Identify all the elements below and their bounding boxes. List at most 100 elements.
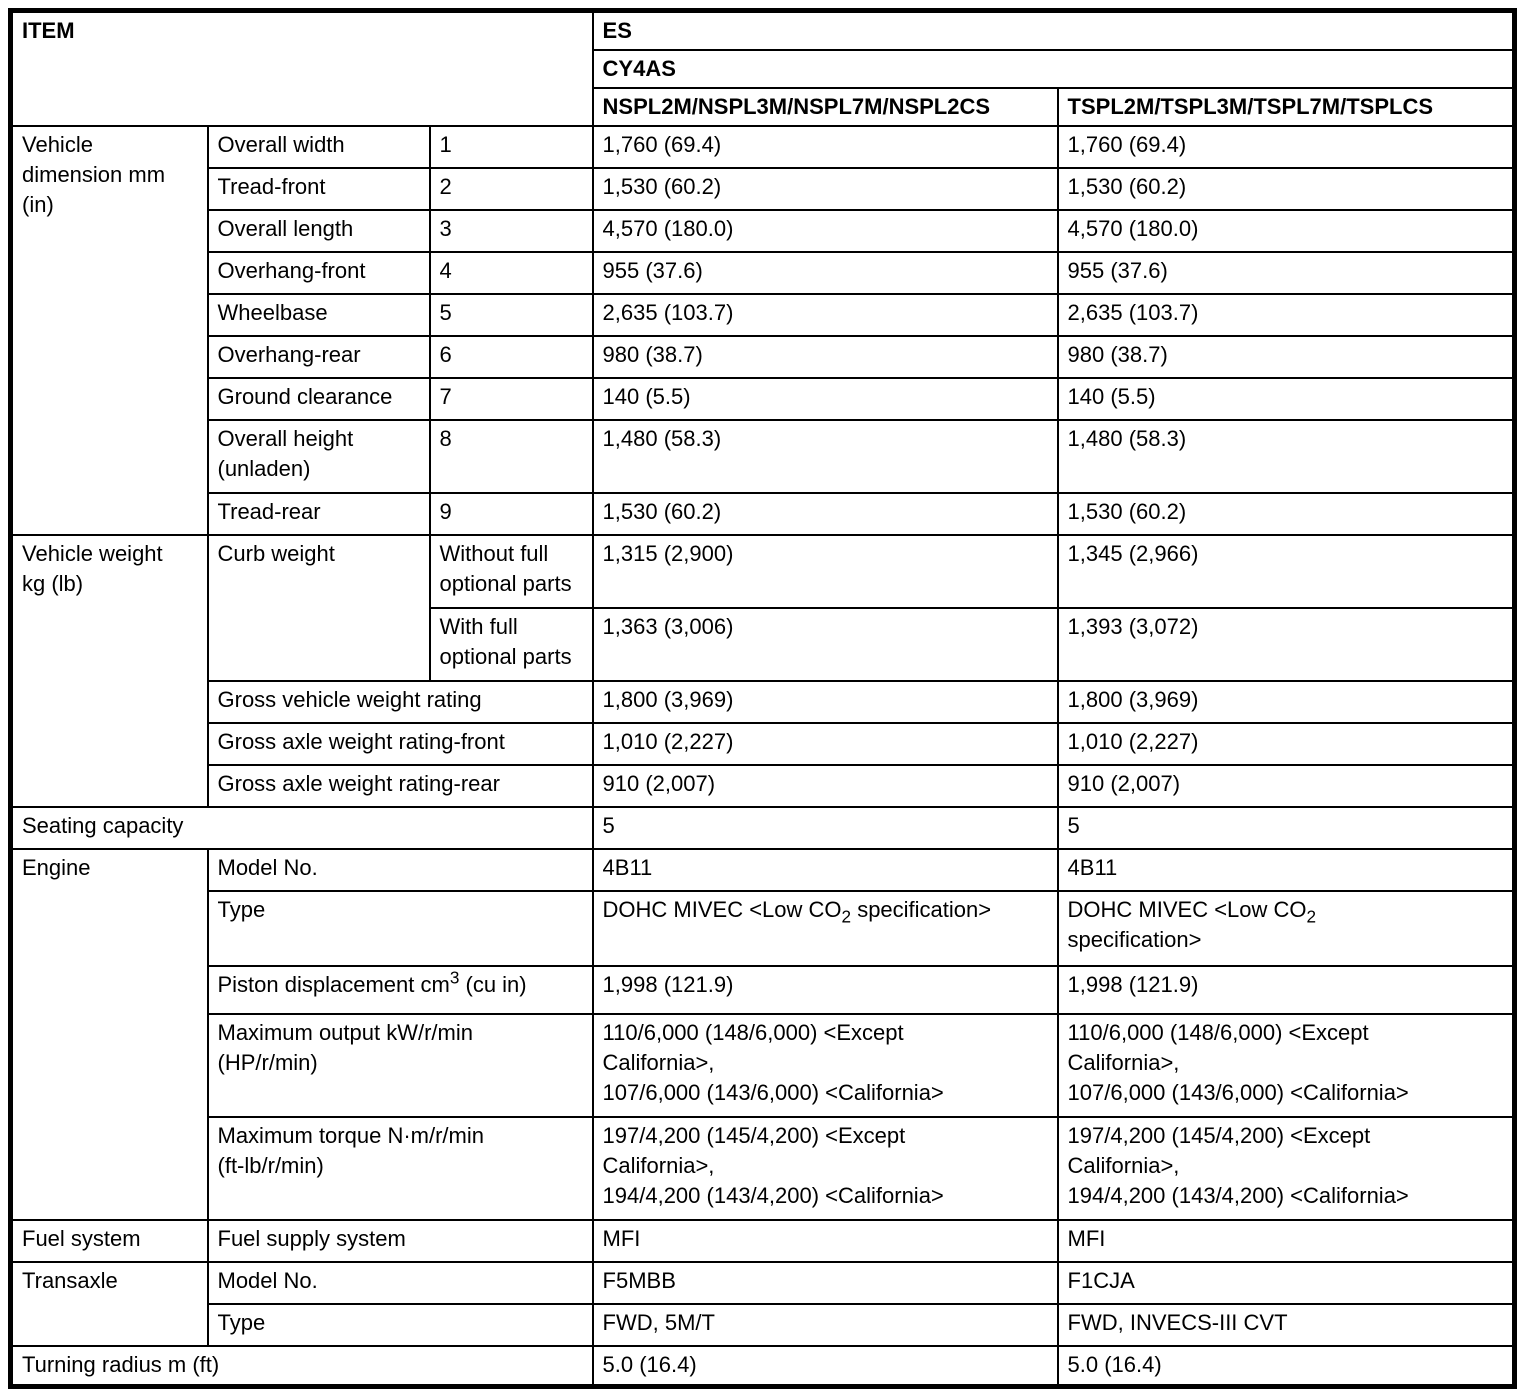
dim-overall-height-value-tspl: 1,480 (58.3) [1056, 419, 1516, 494]
transaxle-type-label: Type [206, 1303, 594, 1347]
curb-with-optional-label: With full optional parts [428, 607, 594, 682]
dim-overall-height-ref: 8 [428, 419, 594, 494]
engine-type-text: DOHC MIVEC <Low CO [1067, 897, 1307, 922]
fuel-supply-label: Fuel supply system [206, 1219, 594, 1263]
transaxle-model-label: Model No. [206, 1261, 594, 1305]
dim-overhang-front-label: Overhang-front [206, 251, 431, 295]
engine-type-text: specification> [1067, 927, 1202, 952]
table-row: ITEM ES [9, 9, 1516, 127]
item-header-cell: ITEM [9, 9, 594, 127]
gvwr-value-tspl: 1,800 (3,969) [1056, 680, 1516, 724]
table-row: Maximum output kW/r/min (HP/r/min) 110/6… [11, 1013, 1516, 1118]
dim-overall-width-label: Overall width [206, 125, 431, 169]
engine-group-cell: Engine [9, 848, 209, 1221]
dim-overhang-front-value-tspl: 955 (37.6) [1056, 251, 1516, 295]
table-row: Gross axle weight rating-front 1,010 (2,… [11, 722, 1516, 766]
dim-tread-front-ref: 2 [428, 167, 594, 211]
dim-wheelbase-value-tspl: 2,635 (103.7) [1056, 293, 1516, 337]
dim-ground-clearance-label: Ground clearance [206, 377, 431, 421]
seating-capacity-value-nspl: 5 [591, 806, 1059, 850]
engine-model-value-tspl: 4B11 [1056, 848, 1516, 892]
engine-displacement-value-tspl: 1,998 (121.9) [1056, 965, 1516, 1015]
engine-model-value-nspl: 4B11 [591, 848, 1059, 892]
table-row: Maximum torque N·m/r/min (ft-lb/r/min) 1… [11, 1116, 1516, 1221]
dim-overall-length-ref: 3 [428, 209, 594, 253]
curb-without-optional-label: Without full optional parts [428, 534, 594, 609]
chassis-code-cell: CY4AS [591, 49, 1516, 89]
gawr-front-value-nspl: 1,010 (2,227) [591, 722, 1059, 766]
dim-overhang-rear-value-tspl: 980 (38.7) [1056, 335, 1516, 379]
table-row: CY4AS [11, 49, 1516, 89]
dim-tread-rear-label: Tread-rear [206, 492, 431, 536]
curb-weight-label: Curb weight [206, 534, 431, 682]
trim-header-cell: ES [591, 9, 1516, 51]
table-row: Overhang-rear 6 980 (38.7) 980 (38.7) [11, 335, 1516, 379]
table-row: NSPL2M/NSPL3M/NSPL7M/NSPL2CS TSPL2M/TSPL… [11, 87, 1516, 127]
engine-type-text: specification> [851, 897, 992, 922]
co2-subscript: 2 [1306, 906, 1317, 927]
co2-subscript: 2 [841, 906, 852, 927]
cm3-superscript: 3 [449, 967, 460, 988]
dim-ground-clearance-value-tspl: 140 (5.5) [1056, 377, 1516, 421]
table-row: With full optional parts 1,363 (3,006) 1… [11, 607, 1516, 682]
dim-tread-rear-value-nspl: 1,530 (60.2) [591, 492, 1059, 536]
turning-radius-value-nspl: 5.0 (16.4) [591, 1345, 1059, 1387]
seating-capacity-value-tspl: 5 [1056, 806, 1516, 850]
table-row: Transaxle Model No. F5MBB F1CJA [9, 1261, 1516, 1347]
dim-overhang-front-ref: 4 [428, 251, 594, 295]
table-row: Vehicle dimension mm (in) Overall width … [9, 125, 1516, 536]
dim-ground-clearance-ref: 7 [428, 377, 594, 421]
table-row: Vehicle weight kg (lb) Curb weight Witho… [9, 534, 1516, 808]
table-row: Turning radius m (ft) 5.0 (16.4) 5.0 (16… [9, 1345, 1516, 1387]
table-row: Fuel system Fuel supply system MFI MFI [9, 1219, 1516, 1263]
curb-without-optional-value-nspl: 1,315 (2,900) [591, 534, 1059, 609]
curb-with-optional-value-tspl: 1,393 (3,072) [1056, 607, 1516, 682]
dim-overall-height-value-nspl: 1,480 (58.3) [591, 419, 1059, 494]
dim-overall-length-value-nspl: 4,570 (180.0) [591, 209, 1059, 253]
table-row: Tread-rear 9 1,530 (60.2) 1,530 (60.2) [11, 492, 1516, 536]
engine-torque-value-tspl: 197/4,200 (145/4,200) <Except California… [1056, 1116, 1516, 1221]
engine-output-value-nspl: 110/6,000 (148/6,000) <Except California… [591, 1013, 1059, 1118]
vehicle-specifications-table: ITEM ES CY4AS NSPL2M/NSPL3M/NSPL7M/NSPL2… [8, 8, 1518, 1389]
gawr-rear-value-tspl: 910 (2,007) [1056, 764, 1516, 808]
transaxle-type-value-tspl: FWD, INVECS-III CVT [1056, 1303, 1516, 1347]
transaxle-group-cell: Transaxle [9, 1261, 209, 1347]
fuel-system-group-cell: Fuel system [9, 1219, 209, 1263]
dim-overhang-rear-value-nspl: 980 (38.7) [591, 335, 1059, 379]
gawr-front-label: Gross axle weight rating-front [206, 722, 594, 766]
dim-overall-width-value-nspl: 1,760 (69.4) [591, 125, 1059, 169]
displacement-label-text: (cu in) [459, 972, 527, 997]
gvwr-label: Gross vehicle weight rating [206, 680, 594, 724]
table-row: Gross axle weight rating-rear 910 (2,007… [11, 764, 1516, 808]
table-row: Type FWD, 5M/T FWD, INVECS-III CVT [11, 1303, 1516, 1347]
model-codes-tspl-cell: TSPL2M/TSPL3M/TSPL7M/TSPLCS [1056, 87, 1516, 127]
table-row: Gross vehicle weight rating 1,800 (3,969… [11, 680, 1516, 724]
table-row: Type DOHC MIVEC <Low CO2 specification> … [11, 890, 1516, 967]
gawr-front-value-tspl: 1,010 (2,227) [1056, 722, 1516, 766]
vehicle-weight-group-cell: Vehicle weight kg (lb) [9, 534, 209, 808]
table-row: Engine Model No. 4B11 4B11 [9, 848, 1516, 1221]
engine-type-value-tspl: DOHC MIVEC <Low CO2 specification> [1056, 890, 1516, 967]
table-row: Tread-front 2 1,530 (60.2) 1,530 (60.2) [11, 167, 1516, 211]
engine-output-value-tspl: 110/6,000 (148/6,000) <Except California… [1056, 1013, 1516, 1118]
dim-wheelbase-value-nspl: 2,635 (103.7) [591, 293, 1059, 337]
dim-overhang-rear-label: Overhang-rear [206, 335, 431, 379]
dim-overall-width-ref: 1 [428, 125, 594, 169]
gawr-rear-value-nspl: 910 (2,007) [591, 764, 1059, 808]
model-codes-nspl-cell: NSPL2M/NSPL3M/NSPL7M/NSPL2CS [591, 87, 1059, 127]
dim-overall-width-value-tspl: 1,760 (69.4) [1056, 125, 1516, 169]
table-row: Seating capacity 5 5 [9, 806, 1516, 850]
dim-tread-front-value-tspl: 1,530 (60.2) [1056, 167, 1516, 211]
dim-tread-rear-value-tspl: 1,530 (60.2) [1056, 492, 1516, 536]
engine-model-label: Model No. [206, 848, 594, 892]
table-row: Piston displacement cm3 (cu in) 1,998 (1… [11, 965, 1516, 1015]
dim-tread-rear-ref: 9 [428, 492, 594, 536]
fuel-supply-value-nspl: MFI [591, 1219, 1059, 1263]
transaxle-model-value-tspl: F1CJA [1056, 1261, 1516, 1305]
curb-with-optional-value-nspl: 1,363 (3,006) [591, 607, 1059, 682]
dim-overhang-front-value-nspl: 955 (37.6) [591, 251, 1059, 295]
engine-type-label: Type [206, 890, 594, 967]
curb-without-optional-value-tspl: 1,345 (2,966) [1056, 534, 1516, 609]
engine-type-text: DOHC MIVEC <Low CO [602, 897, 842, 922]
dim-overall-height-label: Overall height (unladen) [206, 419, 431, 494]
